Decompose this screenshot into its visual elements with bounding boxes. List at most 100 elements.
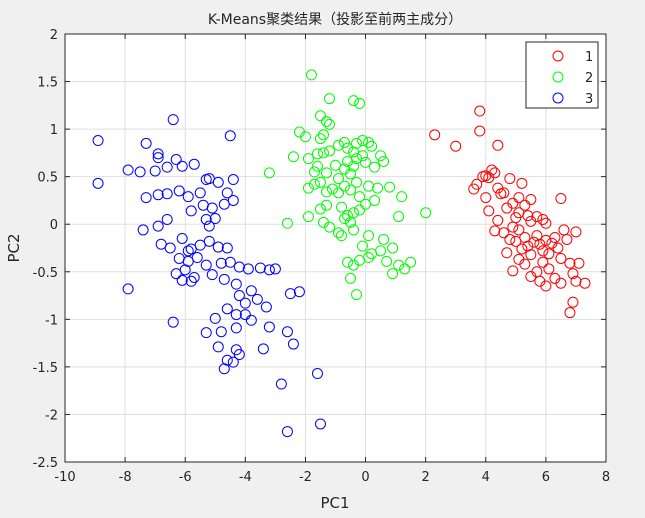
cluster-3-point xyxy=(176,160,188,172)
cluster-2-point xyxy=(354,204,366,216)
cluster-1-point xyxy=(501,247,513,259)
cluster-3-point xyxy=(191,252,203,264)
cluster-3-point xyxy=(92,177,104,189)
cluster-1-point xyxy=(504,173,516,185)
cluster-2-point xyxy=(339,180,351,192)
cluster-3-point xyxy=(215,257,227,269)
cluster-1-point xyxy=(552,242,564,254)
legend-label-2: 2 xyxy=(585,71,593,86)
y-tick-label: 0.5 xyxy=(37,171,58,186)
cluster-3-point xyxy=(263,264,275,276)
cluster-2-point xyxy=(320,186,332,198)
cluster-2-point xyxy=(342,210,354,222)
cluster-3-point xyxy=(152,189,164,201)
cluster-1-point xyxy=(555,252,567,264)
y-tick-label: 1 xyxy=(50,123,58,138)
cluster-1-point xyxy=(429,129,441,141)
cluster-2-point xyxy=(299,131,311,143)
cluster-2-point xyxy=(420,207,432,219)
cluster-1-point xyxy=(555,193,567,205)
cluster-3-point xyxy=(287,338,299,350)
cluster-2-point xyxy=(372,182,384,194)
cluster-2-point xyxy=(363,180,375,192)
legend-label-3: 3 xyxy=(585,92,593,107)
cluster-3-point xyxy=(254,262,266,274)
cluster-1-point xyxy=(507,265,519,277)
cluster-2-point xyxy=(375,245,387,257)
y-tick-label: -1.5 xyxy=(33,361,58,376)
cluster-3-point xyxy=(212,241,224,253)
cluster-2-point xyxy=(396,191,408,203)
cluster-2-point xyxy=(323,93,335,105)
cluster-3-point xyxy=(194,187,206,199)
cluster-1-point xyxy=(555,277,567,289)
y-tick-label: 0 xyxy=(50,218,58,233)
cluster-3-point xyxy=(221,187,233,199)
cluster-1-point xyxy=(519,258,531,270)
cluster-1-point xyxy=(486,164,498,176)
cluster-3-point xyxy=(245,314,257,326)
cluster-3-point xyxy=(155,238,167,250)
cluster-1-point xyxy=(474,105,486,117)
cluster-3-point xyxy=(227,194,239,206)
cluster-1-point xyxy=(534,238,546,250)
y-tick-label: -1 xyxy=(45,313,58,328)
cluster-3-point xyxy=(257,343,269,355)
data-points xyxy=(92,69,591,438)
cluster-3-point xyxy=(188,158,200,170)
cluster-2-point xyxy=(351,176,363,188)
cluster-2-point xyxy=(333,227,345,239)
cluster-3-point xyxy=(122,164,134,176)
cluster-3-point xyxy=(185,275,197,287)
cluster-1-point xyxy=(564,257,576,269)
cluster-1-point xyxy=(516,177,528,189)
cluster-1-point xyxy=(543,248,555,260)
cluster-2-point xyxy=(351,153,363,165)
cluster-2-point xyxy=(314,176,326,188)
cluster-1-point xyxy=(528,236,540,248)
cluster-3-point xyxy=(167,114,179,126)
cluster-2-point xyxy=(287,151,299,163)
cluster-2-point xyxy=(333,187,345,199)
cluster-2-point xyxy=(369,161,381,173)
legend-marker-2 xyxy=(552,71,564,83)
cluster-2-point xyxy=(387,242,399,254)
cluster-3-point xyxy=(200,327,212,339)
cluster-2-point xyxy=(314,203,326,215)
cluster-3-point xyxy=(203,173,215,185)
cluster-3-point xyxy=(269,263,281,275)
cluster-2-point xyxy=(363,230,375,242)
cluster-2-point xyxy=(381,255,393,267)
cluster-2-point xyxy=(302,211,314,223)
cluster-1-point xyxy=(537,213,549,225)
cluster-3-point xyxy=(227,174,239,186)
cluster-2-point xyxy=(384,181,396,193)
cluster-3-point xyxy=(242,263,254,275)
cluster-2-point xyxy=(342,256,354,268)
cluster-1-point xyxy=(570,226,582,238)
cluster-2-point xyxy=(339,213,351,225)
cluster-1-point xyxy=(483,205,495,217)
cluster-3-point xyxy=(161,188,173,200)
cluster-3-point xyxy=(230,278,242,290)
legend-label-1: 1 xyxy=(585,50,593,65)
y-tick-label: 2 xyxy=(50,28,58,43)
cluster-1-point xyxy=(492,139,504,151)
cluster-2-point xyxy=(336,201,348,213)
cluster-3-point xyxy=(230,322,242,334)
cluster-3-point xyxy=(218,198,230,210)
cluster-1-point xyxy=(474,125,486,137)
cluster-3-point xyxy=(134,166,146,178)
cluster-1-point xyxy=(450,140,462,152)
cluster-1-point xyxy=(492,214,504,226)
cluster-3-point xyxy=(215,326,227,338)
cluster-2-point xyxy=(308,178,320,190)
cluster-2-point xyxy=(366,140,378,152)
cluster-3-point xyxy=(281,426,293,438)
cluster-3-point xyxy=(209,213,221,225)
cluster-3-point xyxy=(224,130,236,142)
cluster-3-point xyxy=(182,245,194,257)
plot-area xyxy=(65,34,606,462)
